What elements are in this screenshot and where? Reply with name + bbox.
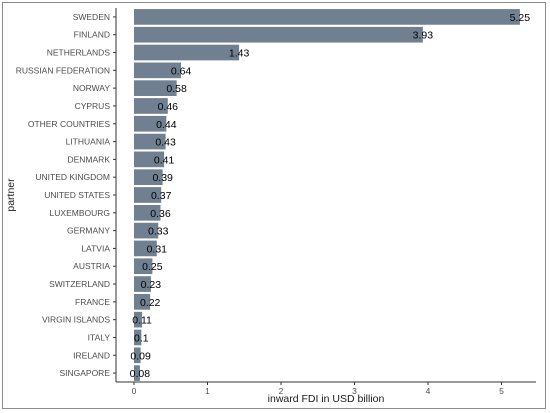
data-label-luxembourg: 0.36 [150,208,171,220]
category-labels: SWEDEN FINLAND NETHERLANDS RUSSIAN FEDERATI… [16,12,116,378]
x-axis-title: inward FDI in USD billion [268,393,385,405]
bar-lithuania [134,133,166,150]
data-label-russian-federation: 0.64 [171,65,192,77]
category-label-russian-federation: RUSSIAN FEDERATION [16,65,110,75]
data-label-lithuania: 0.43 [155,137,176,149]
bar-other-countries [134,115,167,132]
data-label-germany: 0.33 [148,226,169,238]
bar-virgin-islands [134,311,143,328]
category-label-united-kingdom: UNITED KINGDOM [35,172,110,182]
bar-austria [134,258,153,275]
category-label-sweden: SWEDEN [73,12,110,22]
data-label-other-countries: 0.44 [156,119,177,131]
bar-latvia [134,240,157,257]
bar-singapore [134,365,140,381]
data-label-united-states: 0.37 [151,190,172,202]
data-label-finland: 3.93 [413,30,434,42]
data-label-sweden: 5.25 [510,12,531,24]
category-label-united-states: UNITED STATES [44,190,110,200]
chart-frame [2,2,546,409]
bar-norway [134,80,177,96]
bar-switzerland [134,276,151,292]
x-tick-label: 3 [352,386,357,396]
bar-france [134,294,151,310]
bar-finland [134,26,423,43]
data-label-france: 0.22 [140,297,161,309]
y-axis-title: partner [5,178,17,212]
data-label-ireland: 0.09 [130,350,151,362]
bar-cyprus [134,98,168,114]
data-label-netherlands: 1.43 [229,48,250,60]
category-label-netherlands: NETHERLANDS [47,48,111,58]
category-label-austria: AUSTRIA [73,261,110,271]
data-labels: 5.25 3.93 1.43 0.64 0.58 0.46 0.44 0.43 0.41 0.39… [130,12,531,380]
category-label-latvia: LATVIA [81,243,110,253]
bar-denmark [134,151,165,168]
bars-group [134,9,520,381]
data-label-united-kingdom: 0.39 [152,172,173,184]
x-tick-label: 4 [426,386,431,396]
category-label-finland: FINLAND [74,30,110,40]
x-tick-label: 5 [499,386,504,396]
x-axis-ticks: 0 1 2 3 4 5 [132,382,504,396]
category-label-italy: ITALY [88,332,111,342]
category-label-ireland: IRELAND [73,350,110,360]
category-label-singapore: SINGAPORE [59,368,110,378]
x-tick-label: 1 [205,386,210,396]
data-label-switzerland: 0.23 [141,279,162,291]
category-label-france: FRANCE [75,297,110,307]
data-label-latvia: 0.31 [147,243,168,255]
category-label-lithuania: LITHUANIA [66,137,111,147]
data-label-cyprus: 0.46 [158,101,179,113]
bar-luxembourg [134,204,161,221]
category-label-denmark: DENMARK [67,154,110,164]
category-label-switzerland: SWITZERLAND [49,279,110,289]
bar-italy [134,329,142,346]
category-label-cyprus: CYPRUS [75,101,111,111]
category-label-other-countries: OTHER COUNTRIES [28,119,111,129]
x-tick-label: 2 [279,386,284,396]
data-label-singapore: 0.08 [130,368,151,380]
data-label-denmark: 0.41 [154,154,175,166]
bar-russian-federation [134,62,182,79]
data-label-italy: 0.1 [134,332,149,344]
bar-ireland [134,347,141,364]
bar-united-kingdom [134,169,163,186]
category-label-germany: GERMANY [67,226,110,236]
category-label-norway: NORWAY [73,83,110,93]
data-label-virgin-islands: 0.11 [132,315,152,327]
bar-united-states [134,187,162,203]
bar-netherlands [134,44,240,61]
category-label-virgin-islands: VIRGIN ISLANDS [42,315,110,325]
data-label-austria: 0.25 [142,261,163,273]
data-label-norway: 0.58 [166,83,187,95]
x-tick-label: 0 [132,386,137,396]
bar-sweden [134,9,520,25]
category-label-luxembourg: LUXEMBOURG [50,208,110,218]
bar-germany [134,222,159,239]
